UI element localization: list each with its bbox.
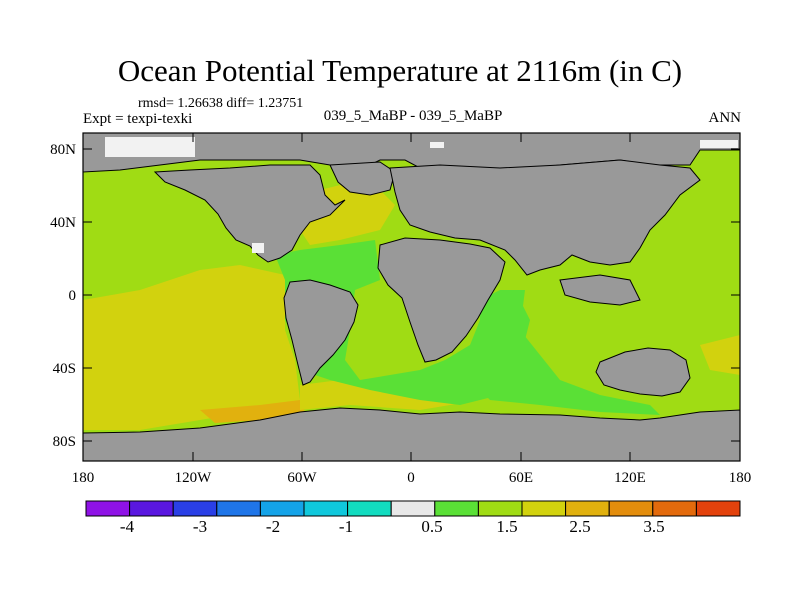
page-title: Ocean Potential Temperature at 2116m (in… <box>117 53 683 88</box>
lat-label-80n: 80N <box>50 142 76 158</box>
colorbar-box-13 <box>652 500 697 517</box>
land-south-america <box>283 279 359 386</box>
colorbar-box-3 <box>216 500 261 517</box>
colorbar-labels: -4 -3 -2 -1 0.5 1.5 2.5 3.5 <box>120 517 665 536</box>
lon-label-120e: 120E <box>614 470 646 486</box>
subtitle: 039_5_MaBP - 039_5_MaBP <box>323 108 503 124</box>
colorbar-box-6 <box>347 500 392 517</box>
lat-label-40s: 40S <box>53 361 76 377</box>
colorbar-box-9 <box>477 500 523 517</box>
colorbar-box-5 <box>303 500 349 517</box>
ocean-warm-region-southeast-indian <box>700 335 740 375</box>
lon-label-60e: 60E <box>509 470 533 486</box>
colorbar-label-0-5: 0.5 <box>421 517 442 536</box>
colorbar-box-0 <box>85 500 131 517</box>
colorbar <box>85 500 741 517</box>
colorbar-box-8 <box>434 500 479 517</box>
land-africa <box>377 237 506 363</box>
land-eurasia <box>389 159 701 276</box>
ocean-hot-region-south-pacific <box>200 400 305 423</box>
colorbar-label-2-5: 2.5 <box>569 517 590 536</box>
colorbar-box-11 <box>565 500 610 517</box>
lon-label-180w: 180 <box>72 470 95 486</box>
land-australia <box>595 347 691 397</box>
lat-ticks <box>83 148 740 442</box>
colorbar-box-10 <box>521 500 567 517</box>
stats-line: rmsd= 1.26638 diff= 1.23751 <box>138 96 304 111</box>
lon-label-60w: 60W <box>287 470 317 486</box>
lat-label-80s: 80S <box>53 434 76 450</box>
lon-label-120w: 120W <box>175 470 213 486</box>
land-greenland <box>329 161 396 196</box>
colorbar-box-2 <box>172 500 218 517</box>
colorbar-label-1-5: 1.5 <box>496 517 517 536</box>
colorbar-box-1 <box>129 500 174 517</box>
lon-label-0: 0 <box>407 470 415 486</box>
ocean-cool-region-atlantic <box>275 240 530 405</box>
colorbar-label-neg4: -4 <box>120 517 135 536</box>
colorbar-box-7 <box>390 500 436 517</box>
colorbar-label-3-5: 3.5 <box>643 517 664 536</box>
missing-data-patches <box>105 137 738 253</box>
lat-label-0: 0 <box>69 288 77 304</box>
land-indonesia <box>559 274 641 306</box>
colorbar-label-neg1: -1 <box>339 517 353 536</box>
ocean-warm-region-pacific <box>83 265 300 430</box>
ocean-cool-region-indian <box>470 290 660 415</box>
season-label: ANN <box>708 110 742 126</box>
lat-labels: 80N 40N 0 40S 80S <box>50 142 76 450</box>
lon-label-180e: 180 <box>729 470 752 486</box>
land-masses <box>82 132 741 462</box>
lat-label-40n: 40N <box>50 215 76 231</box>
colorbar-box-12 <box>608 500 654 517</box>
lon-labels: 180 120W 60W 0 60E 120E 180 <box>72 470 752 486</box>
colorbar-box-14 <box>695 500 741 517</box>
land-arctic <box>82 132 741 173</box>
experiment-label: Expt = texpi-texki <box>83 111 193 127</box>
colorbar-box-4 <box>259 500 305 517</box>
colorbar-label-neg2: -2 <box>266 517 280 536</box>
colorbar-label-neg3: -3 <box>193 517 207 536</box>
ocean-warm-region-south-atlantic <box>300 380 480 410</box>
lon-ticks <box>192 133 631 461</box>
land-north-america <box>153 164 346 263</box>
